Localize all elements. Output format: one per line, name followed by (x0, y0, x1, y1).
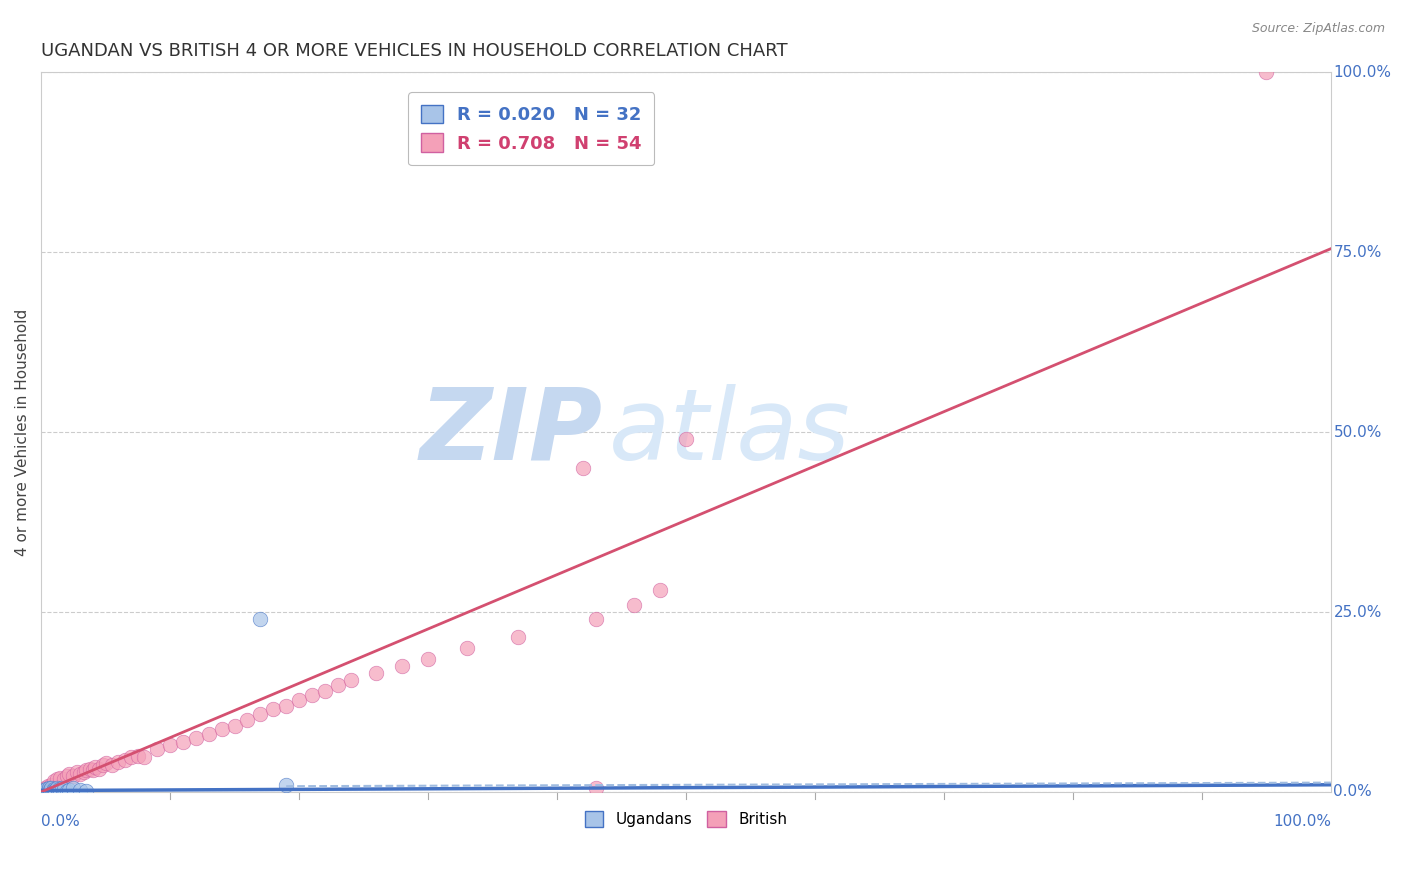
Text: 0.0%: 0.0% (1333, 784, 1372, 799)
Point (56, 783, 79, 797)
Point (146, 741, 169, 756)
Point (366, 666, 388, 681)
Point (53, 782, 76, 797)
Point (650, 583, 672, 598)
Point (416, 652, 439, 666)
Point (276, 698, 298, 713)
Point (56, 769, 79, 783)
Point (32, 784, 55, 798)
Point (39, 782, 62, 797)
Point (42, 782, 65, 797)
Point (114, 753, 136, 767)
Point (62, 781, 84, 796)
Point (82, 764, 104, 778)
Point (51, 781, 73, 796)
Point (69, 782, 91, 797)
Text: ZIP: ZIP (419, 384, 602, 481)
Point (58, 767, 80, 781)
Text: 75.0%: 75.0% (1333, 244, 1382, 260)
Point (236, 713, 259, 727)
Point (326, 678, 349, 692)
Point (94, 756, 117, 771)
Point (211, 722, 233, 736)
Point (172, 734, 194, 748)
Point (508, 630, 530, 644)
Point (623, 598, 645, 612)
Point (120, 750, 142, 764)
Text: atlas: atlas (609, 384, 851, 481)
Y-axis label: 4 or more Vehicles in Household: 4 or more Vehicles in Household (15, 309, 30, 556)
Point (75, 764, 97, 778)
Point (34, 781, 56, 796)
Point (45, 772, 67, 786)
Point (62, 769, 84, 783)
Point (91, 757, 114, 772)
Point (391, 659, 413, 673)
Point (49, 771, 72, 785)
Point (75, 783, 97, 797)
Point (159, 738, 181, 752)
Point (89, 762, 111, 776)
Text: 25.0%: 25.0% (1333, 605, 1382, 620)
Text: 100.0%: 100.0% (1333, 65, 1392, 80)
Point (53, 772, 76, 786)
Point (38, 781, 60, 796)
Point (301, 688, 323, 702)
Point (572, 461, 595, 475)
Point (39, 784, 62, 798)
Point (38, 782, 60, 797)
Point (58, 782, 80, 797)
Point (585, 612, 607, 626)
Point (32, 782, 55, 797)
Point (314, 684, 336, 698)
Point (41, 784, 63, 798)
Point (34, 783, 56, 797)
Text: 50.0%: 50.0% (1333, 425, 1382, 440)
Point (35, 782, 58, 797)
Point (1256, 65, 1278, 79)
Point (37, 783, 59, 797)
Point (37, 785, 59, 799)
Point (585, 781, 607, 796)
Point (41, 778, 63, 792)
Point (134, 750, 156, 764)
Text: UGANDAN VS BRITISH 4 OR MORE VEHICLES IN HOUSEHOLD CORRELATION CHART: UGANDAN VS BRITISH 4 OR MORE VEHICLES IN… (41, 42, 787, 60)
Point (249, 612, 271, 626)
Point (45, 780, 67, 795)
Point (262, 702, 284, 716)
Point (44, 782, 66, 797)
Point (69, 767, 91, 781)
Point (127, 749, 149, 764)
Point (675, 433, 697, 447)
Point (101, 757, 124, 772)
Point (46, 783, 69, 797)
Point (42, 783, 65, 797)
Point (35, 784, 58, 798)
Point (249, 707, 271, 722)
Point (197, 727, 219, 741)
Point (49, 782, 72, 797)
Point (184, 731, 207, 745)
Point (73, 764, 96, 779)
Point (42, 774, 65, 789)
Point (31, 785, 53, 799)
Point (107, 755, 129, 769)
Point (339, 673, 361, 688)
Point (41, 783, 63, 797)
Point (276, 778, 298, 792)
Text: Source: ZipAtlas.com: Source: ZipAtlas.com (1251, 22, 1385, 36)
Legend: Ugandans, British: Ugandans, British (578, 804, 794, 835)
Point (84, 760, 107, 774)
Point (48, 782, 70, 797)
Point (288, 693, 311, 707)
Point (41, 781, 63, 796)
Point (224, 719, 246, 733)
Point (456, 641, 478, 656)
Text: 100.0%: 100.0% (1272, 814, 1331, 829)
Text: 0.0%: 0.0% (41, 814, 80, 829)
Point (37, 779, 59, 793)
Point (66, 764, 89, 779)
Point (34, 785, 56, 799)
Point (79, 762, 101, 776)
